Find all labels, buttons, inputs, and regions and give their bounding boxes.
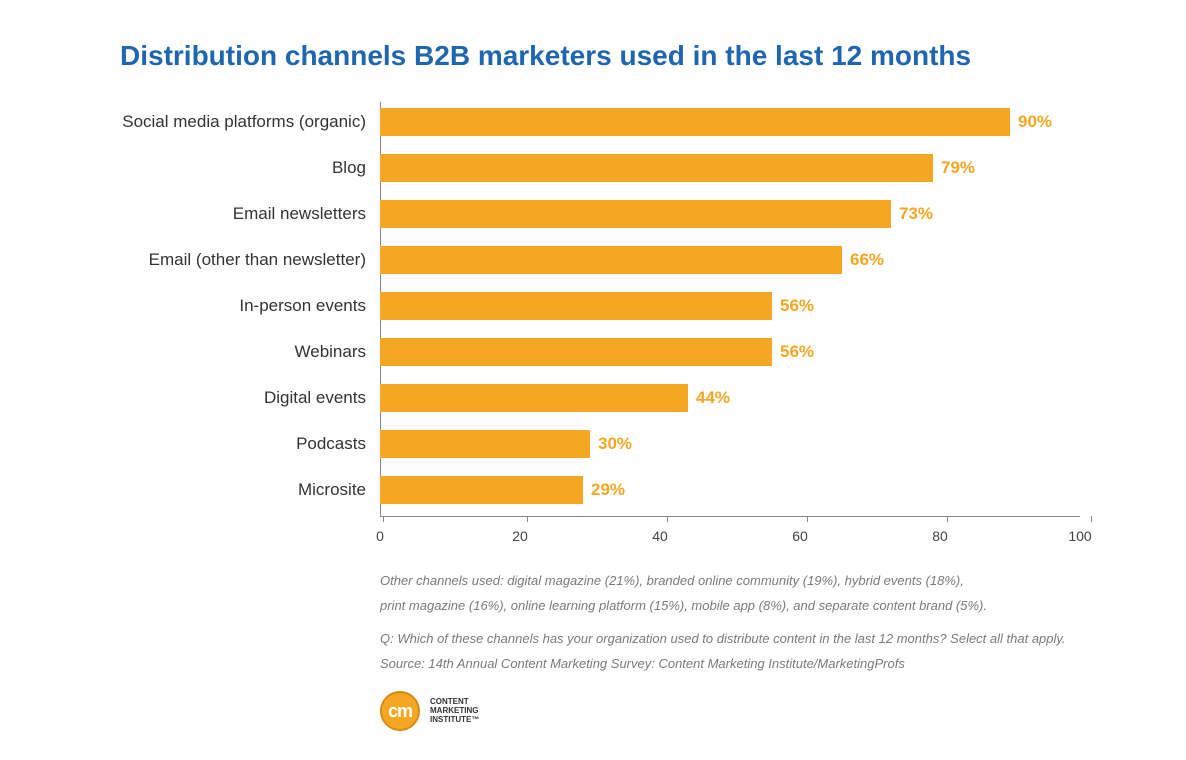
x-tick: 80: [940, 516, 956, 544]
category-label: Digital events: [120, 388, 380, 408]
category-label: Microsite: [120, 480, 380, 500]
tick-mark: [527, 516, 528, 522]
value-label: 29%: [583, 476, 625, 504]
bars-container: Social media platforms (organic) 90% Blog 7…: [120, 102, 1120, 510]
bar-row: Social media platforms (organic) 90%: [120, 102, 1120, 142]
bar: [380, 430, 590, 458]
x-tick: 60: [800, 516, 816, 544]
bar: [380, 154, 933, 182]
category-label: Social media platforms (organic): [120, 112, 380, 132]
bar-row: Microsite 29%: [120, 470, 1120, 510]
bar: [380, 338, 772, 366]
bar-row: Email (other than newsletter) 66%: [120, 240, 1120, 280]
footnote-question: Q: Which of these channels has your orga…: [380, 630, 1140, 649]
bar-track: 90%: [380, 108, 1080, 136]
chart-area: Social media platforms (organic) 90% Blog 7…: [120, 102, 1120, 566]
x-axis-line: [380, 516, 1080, 517]
category-label: Blog: [120, 158, 380, 178]
x-tick: 100: [1080, 516, 1103, 544]
footnotes: Other channels used: digital magazine (2…: [380, 572, 1140, 673]
bar: [380, 292, 772, 320]
bar-row: Digital events 44%: [120, 378, 1120, 418]
value-label: 73%: [891, 200, 933, 228]
category-label: In-person events: [120, 296, 380, 316]
bar-track: 79%: [380, 154, 1080, 182]
bar-track: 30%: [380, 430, 1080, 458]
bar-track: 73%: [380, 200, 1080, 228]
footnote-source: Source: 14th Annual Content Marketing Su…: [380, 655, 1140, 674]
tick-mark: [1091, 516, 1092, 522]
tick-label: 80: [932, 528, 948, 544]
logo-label-3: INSTITUTE™: [430, 716, 479, 725]
chart-page: Distribution channels B2B marketers used…: [0, 0, 1186, 760]
value-label: 56%: [772, 338, 814, 366]
bar-track: 56%: [380, 292, 1080, 320]
tick-label: 100: [1068, 528, 1091, 544]
logo-mark: cm: [380, 691, 420, 731]
tick-mark: [383, 516, 384, 522]
bar-track: 44%: [380, 384, 1080, 412]
value-label: 30%: [590, 430, 632, 458]
tick-label: 0: [376, 528, 384, 544]
bar-row: Webinars 56%: [120, 332, 1120, 372]
x-tick: 40: [660, 516, 676, 544]
category-label: Webinars: [120, 342, 380, 362]
bar-track: 66%: [380, 246, 1080, 274]
bar-track: 29%: [380, 476, 1080, 504]
logo-label: CONTENT MARKETING INSTITUTE™: [430, 698, 479, 724]
value-label: 90%: [1010, 108, 1052, 136]
tick-mark: [947, 516, 948, 522]
bar: [380, 476, 583, 504]
bar: [380, 246, 842, 274]
value-label: 66%: [842, 246, 884, 274]
chart-title: Distribution channels B2B marketers used…: [120, 40, 1126, 72]
bar-row: Email newsletters 73%: [120, 194, 1120, 234]
footnote-other-2: print magazine (16%), online learning pl…: [380, 597, 1140, 616]
bar-track: 56%: [380, 338, 1080, 366]
category-label: Email (other than newsletter): [120, 250, 380, 270]
tick-mark: [667, 516, 668, 522]
value-label: 56%: [772, 292, 814, 320]
category-label: Podcasts: [120, 434, 380, 454]
x-axis: 020406080100: [380, 516, 1080, 566]
logo: cm CONTENT MARKETING INSTITUTE™: [380, 691, 1126, 731]
footnote-other-1: Other channels used: digital magazine (2…: [380, 572, 1140, 591]
bar-row: Blog 79%: [120, 148, 1120, 188]
bar: [380, 200, 891, 228]
value-label: 79%: [933, 154, 975, 182]
bar-row: In-person events 56%: [120, 286, 1120, 326]
bar: [380, 384, 688, 412]
x-tick: 20: [520, 516, 536, 544]
category-label: Email newsletters: [120, 204, 380, 224]
bar: [380, 108, 1010, 136]
tick-label: 20: [512, 528, 528, 544]
tick-label: 40: [652, 528, 668, 544]
bar-row: Podcasts 30%: [120, 424, 1120, 464]
tick-mark: [807, 516, 808, 522]
tick-label: 60: [792, 528, 808, 544]
x-tick: 0: [380, 516, 388, 544]
value-label: 44%: [688, 384, 730, 412]
